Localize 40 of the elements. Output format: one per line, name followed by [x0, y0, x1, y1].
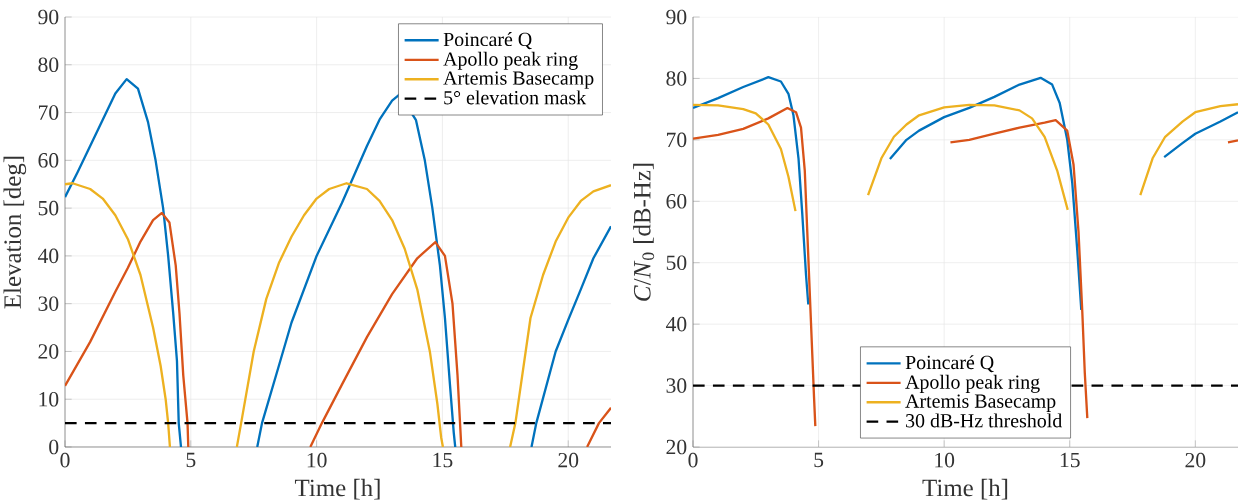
y-tick-label: 0	[49, 439, 59, 455]
y-axis-title: Elevation [deg]	[3, 156, 27, 309]
y-tick-label: 50	[38, 200, 59, 216]
y-tick-label: 20	[666, 439, 687, 455]
y-tick-label: 30	[38, 296, 59, 311]
x-tick-label: 10	[935, 452, 955, 468]
y-tick-label: 50	[666, 255, 687, 270]
x-tick-label: 0	[60, 452, 70, 468]
y-tick-label: 40	[665, 316, 687, 332]
legend-label: Artemis Basecamp	[905, 394, 1056, 412]
y-tick-label: 20	[38, 344, 59, 359]
x-tick-label: 5	[186, 452, 196, 468]
legend-label: 5° elevation mask	[444, 90, 587, 105]
y-tick-label: 30	[666, 378, 687, 393]
x-tick-label: 0	[688, 452, 698, 468]
legend-label: Apollo peak ring	[905, 374, 1040, 393]
legend-label: Apollo peak ring	[443, 51, 578, 70]
y-tick-label: 60	[666, 194, 687, 209]
legend-label: 30 dB-Hz threshold	[906, 413, 1063, 428]
y-tick-label: 70	[666, 132, 687, 148]
x-tick-label: 5	[814, 452, 824, 468]
y-tick-label: 90	[38, 9, 59, 25]
y-tick-label: 80	[666, 71, 687, 86]
legend-label: Artemis Basecamp	[443, 71, 594, 89]
x-axis-title: Time [h]	[922, 478, 1008, 500]
x-tick-label: 15	[1060, 452, 1080, 468]
legend-label: Poincaré Q	[905, 355, 994, 373]
y-tick-label: 70	[38, 105, 59, 120]
y-axis-title: C/N$_{0}$ [dB-Hz]	[633, 163, 655, 301]
y-tick-label: 60	[38, 153, 59, 168]
x-axis-title: Time [h]	[294, 478, 380, 500]
x-tick-label: 20	[558, 452, 579, 468]
legend-label: Poincaré Q	[443, 32, 532, 50]
x-tick-label: 20	[1185, 452, 1206, 468]
x-tick-label: 10	[307, 452, 327, 468]
y-tick-label: 40	[37, 248, 59, 264]
y-tick-label: 90	[666, 9, 687, 25]
x-tick-label: 15	[433, 452, 453, 468]
y-tick-label: 80	[38, 57, 59, 73]
y-tick-label: 10	[39, 391, 59, 407]
